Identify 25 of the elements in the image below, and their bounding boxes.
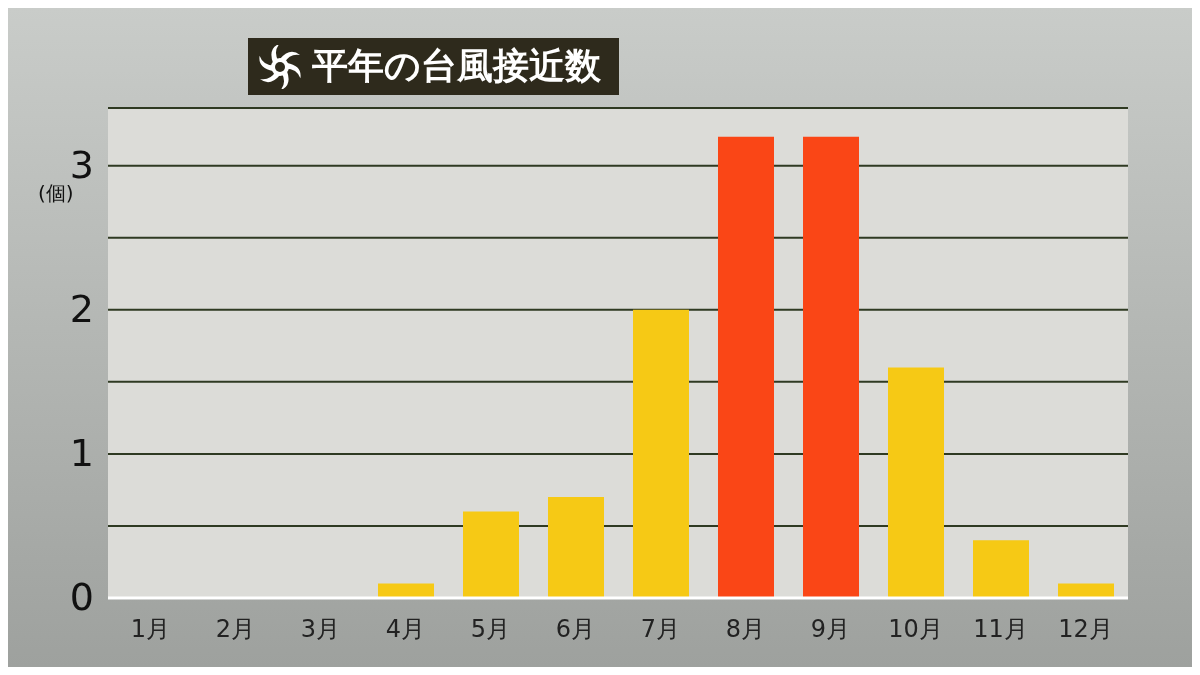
bar — [888, 367, 944, 598]
x-tick-label: 5月 — [470, 615, 511, 644]
bar — [1058, 583, 1114, 598]
bar — [633, 309, 689, 598]
bar — [718, 136, 774, 598]
chart-title: 平年の台風接近数 — [312, 44, 601, 88]
y-tick-label: 1 — [69, 430, 94, 475]
x-tick-label: 7月 — [640, 615, 681, 644]
x-tick-label: 4月 — [385, 615, 426, 644]
bar — [803, 136, 859, 598]
x-tick-label: 10月 — [888, 615, 943, 644]
bar — [973, 540, 1029, 598]
y-tick-label: 0 — [69, 575, 94, 619]
x-tick-label: 2月 — [215, 615, 256, 644]
x-tick-label: 8月 — [725, 615, 766, 644]
x-tick-label: 1月 — [130, 615, 171, 644]
x-tick-label: 3月 — [300, 615, 341, 644]
bar — [378, 583, 434, 598]
x-tick-label: 6月 — [555, 615, 596, 644]
x-tick-label: 12月 — [1058, 615, 1113, 644]
bar — [463, 511, 519, 598]
bar — [548, 497, 604, 598]
y-tick-label: 2 — [69, 286, 94, 331]
x-tick-label: 11月 — [973, 615, 1028, 644]
x-tick-label: 9月 — [810, 615, 851, 644]
